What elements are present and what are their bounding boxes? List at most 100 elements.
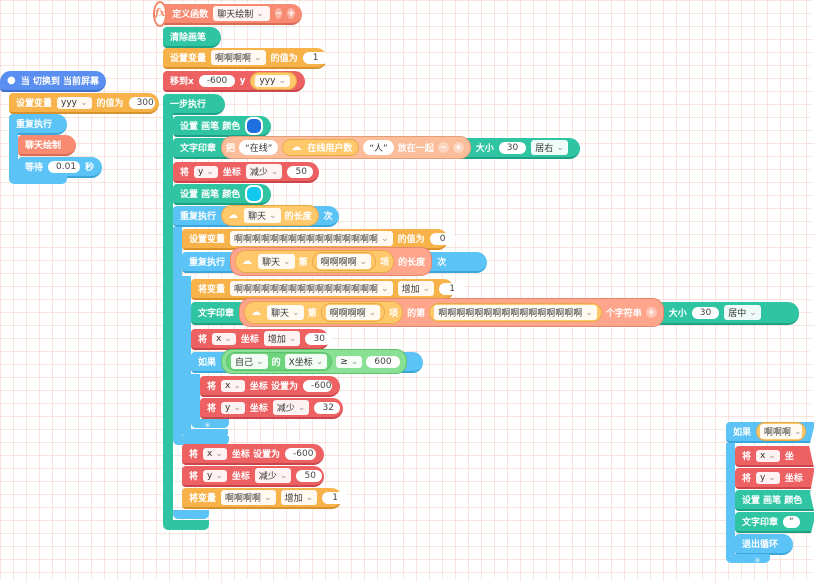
set-pen-color-block-2[interactable]: 设置 画笔 颜色 bbox=[173, 184, 271, 205]
index-variable-reporter[interactable]: 啊啊啊啊 bbox=[311, 252, 377, 271]
size-input[interactable]: 30 bbox=[498, 141, 527, 154]
text-stamp-block-2[interactable]: 文字印章 ☁ 聊天 第 啊啊啊啊 项 的第 啊啊啊啊啊啊啊啊啊啊啊啊啊啊啊啊 个… bbox=[191, 298, 799, 327]
color-swatch-blue[interactable] bbox=[245, 116, 263, 135]
op-dropdown[interactable]: 增加 bbox=[397, 281, 435, 296]
size-input[interactable]: 30 bbox=[691, 306, 720, 319]
list-dropdown[interactable]: 聊天 bbox=[244, 208, 281, 223]
right-if-add-icon[interactable]: ✳ bbox=[754, 556, 761, 565]
variable-dropdown[interactable]: 啊啊啊啊啊啊啊啊啊啊啊啊啊啊啊啊 bbox=[230, 231, 393, 246]
x-input[interactable]: -600 bbox=[198, 74, 235, 87]
if-block[interactable]: 如果 自己 的 X坐标 ≥ 600 bbox=[191, 349, 423, 374]
axis-dropdown[interactable]: x bbox=[212, 332, 236, 345]
call-chat-draw-block[interactable]: 聊天绘制 bbox=[18, 135, 76, 156]
axis-dropdown[interactable]: y bbox=[221, 401, 245, 414]
index-variable-reporter[interactable]: 啊啊啊啊 bbox=[320, 303, 386, 322]
value-input[interactable]: 1 bbox=[439, 282, 466, 295]
repeat-forever-block[interactable]: 重复执行 bbox=[9, 114, 67, 135]
compare-dropdown[interactable]: ≥ bbox=[336, 355, 363, 368]
char-index-reporter[interactable]: 啊啊啊啊啊啊啊啊啊啊啊啊啊啊啊啊 bbox=[429, 303, 602, 322]
variable-dropdown[interactable]: 啊啊啊啊 bbox=[211, 50, 266, 65]
right-pen-color-block[interactable]: 设置 画笔 颜色 bbox=[735, 490, 814, 511]
right-y-block[interactable]: 将 y 坐标 bbox=[735, 468, 814, 489]
set-pen-color-block-1[interactable]: 设置 画笔 颜色 bbox=[173, 116, 271, 137]
axis-dropdown[interactable]: x bbox=[203, 447, 227, 460]
repeat-inner-block[interactable]: 重复执行 ☁ 聊天 第 啊啊啊啊 项 的长度 次 bbox=[182, 247, 487, 276]
value-input[interactable]: 32 bbox=[314, 401, 341, 414]
variable-dropdown[interactable]: yyy bbox=[57, 96, 92, 109]
y-variable-reporter[interactable]: yyy bbox=[250, 71, 297, 90]
change-variable-block[interactable]: 将变量 啊啊啊啊啊啊啊啊啊啊啊啊啊啊啊啊 增加 1 bbox=[191, 279, 466, 300]
repeat-length-block[interactable]: 重复执行 ☁ 聊天 的长度 次 bbox=[173, 205, 339, 227]
op-dropdown[interactable]: 减少 bbox=[272, 400, 310, 415]
string-input[interactable]: “ bbox=[783, 515, 800, 528]
op-dropdown[interactable]: 增加 bbox=[263, 331, 301, 346]
axis-dropdown[interactable]: y bbox=[756, 471, 780, 484]
compare-reporter[interactable]: 自己 的 X坐标 ≥ 600 bbox=[221, 349, 407, 374]
value-input[interactable]: 1 bbox=[322, 491, 349, 504]
axis-dropdown[interactable]: x bbox=[221, 379, 245, 392]
op-dropdown[interactable]: 减少 bbox=[254, 468, 292, 483]
axis-dropdown[interactable]: y bbox=[203, 469, 227, 482]
right-variable-reporter[interactable]: 啊啊啊 bbox=[756, 422, 806, 441]
x-set-block-1[interactable]: 将 x 坐标 设置为 -600 bbox=[200, 376, 340, 397]
list-item-reporter[interactable]: ☁ 聊天 第 啊啊啊啊 项 bbox=[235, 250, 395, 273]
string-input-online[interactable]: “在线” bbox=[239, 140, 279, 155]
add-param-icon[interactable]: + bbox=[287, 8, 295, 19]
item-length-reporter[interactable]: ☁ 聊天 第 啊啊啊啊 项 的长度 bbox=[230, 247, 433, 276]
property-reporter[interactable]: 自己 的 X坐标 bbox=[226, 352, 333, 371]
value-input[interactable]: 30 bbox=[305, 332, 332, 345]
online-users-reporter[interactable]: ☁ 在线用户数 bbox=[282, 139, 360, 156]
align-dropdown[interactable]: 居右 bbox=[531, 140, 568, 155]
align-dropdown[interactable]: 居中 bbox=[724, 305, 761, 320]
change-variable-block-2[interactable]: 将变量 啊啊啊啊 增加 1 bbox=[182, 488, 349, 509]
variable-dropdown[interactable]: 啊啊啊啊啊啊啊啊啊啊啊啊啊啊啊啊 bbox=[230, 281, 393, 296]
x-change-block[interactable]: 将 x 坐标 增加 30 bbox=[191, 329, 332, 350]
char-of-reporter[interactable]: ☁ 聊天 第 啊啊啊啊 项 的第 啊啊啊啊啊啊啊啊啊啊啊啊啊啊啊啊 个字符串 + bbox=[239, 298, 664, 327]
join-reporter[interactable]: 把 “在线” ☁ 在线用户数 “人” 放在一起 − + bbox=[221, 136, 471, 159]
list-dropdown[interactable]: 聊天 bbox=[258, 254, 295, 269]
value-input[interactable]: 600 bbox=[366, 355, 400, 368]
value-input[interactable]: 1 bbox=[302, 51, 329, 64]
value-input[interactable]: 50 bbox=[296, 469, 323, 482]
string-input-person[interactable]: “人” bbox=[363, 140, 394, 155]
value-input[interactable]: 300 bbox=[128, 96, 155, 109]
set-variable-yyy-block[interactable]: 设置变量 yyy 的值为 300 bbox=[9, 93, 159, 114]
list-item-reporter[interactable]: ☁ 聊天 第 啊啊啊啊 项 bbox=[244, 301, 404, 324]
remove-param-icon[interactable]: − bbox=[274, 8, 283, 19]
op-dropdown[interactable]: 增加 bbox=[280, 490, 318, 505]
list-length-reporter[interactable]: ☁ 聊天 的长度 bbox=[221, 205, 319, 226]
set-variable-block-1[interactable]: 设置变量 啊啊啊啊 的值为 1 bbox=[163, 48, 329, 69]
sprite-dropdown[interactable]: 自己 bbox=[231, 354, 268, 369]
step-execute-block[interactable]: 一步执行 bbox=[163, 94, 225, 115]
value-input[interactable]: -600 bbox=[303, 379, 332, 392]
if-add-icon[interactable]: ✳ bbox=[204, 421, 211, 430]
add-item-icon[interactable]: + bbox=[452, 142, 464, 153]
wait-input[interactable]: 0.01 bbox=[48, 160, 80, 173]
axis-dropdown[interactable]: y bbox=[194, 165, 218, 178]
right-x-block[interactable]: 将 x 坐 bbox=[735, 446, 814, 467]
remove-item-icon[interactable]: − bbox=[437, 142, 449, 153]
value-input[interactable]: 50 bbox=[287, 165, 314, 178]
y-change-block-2[interactable]: 将 y 坐标 减少 32 bbox=[200, 398, 343, 419]
color-swatch-cyan[interactable] bbox=[245, 184, 263, 203]
property-dropdown[interactable]: X坐标 bbox=[284, 354, 328, 369]
value-input[interactable]: -600 bbox=[285, 447, 316, 460]
exit-loop-block[interactable]: 退出循环 bbox=[735, 534, 793, 555]
y-change-block-1[interactable]: 将 y 坐标 减少 50 bbox=[173, 162, 319, 183]
move-to-xy-block[interactable]: 移到x -600 y yyy bbox=[163, 71, 305, 92]
list-dropdown[interactable]: 聊天 bbox=[267, 305, 304, 320]
value-input[interactable]: 0 bbox=[429, 232, 456, 245]
variable-dropdown[interactable]: 啊啊啊啊 bbox=[221, 490, 276, 505]
right-text-stamp-block[interactable]: 文字印章 “ bbox=[735, 512, 814, 533]
function-name-field[interactable]: 聊天绘制 bbox=[213, 6, 270, 21]
event-when-switch-screen[interactable]: ● 当 切换到 当前屏幕 bbox=[0, 71, 106, 92]
add-item-icon[interactable]: + bbox=[645, 307, 657, 318]
clear-pen-block[interactable]: 清除画笔 bbox=[163, 27, 221, 48]
text-stamp-block-1[interactable]: 文字印章 把 “在线” ☁ 在线用户数 “人” 放在一起 − + 大小 30 居… bbox=[173, 136, 580, 159]
axis-dropdown[interactable]: x bbox=[756, 449, 780, 462]
op-dropdown[interactable]: 减少 bbox=[245, 164, 283, 179]
define-function-block[interactable]: fx 定义函数 聊天绘制 − + bbox=[153, 0, 302, 27]
y-change-block-3[interactable]: 将 y 坐标 减少 50 bbox=[182, 466, 324, 487]
right-if-block[interactable]: 如果 啊啊啊 bbox=[726, 422, 814, 443]
set-variable-block-2[interactable]: 设置变量 啊啊啊啊啊啊啊啊啊啊啊啊啊啊啊啊 的值为 0 bbox=[182, 229, 456, 250]
